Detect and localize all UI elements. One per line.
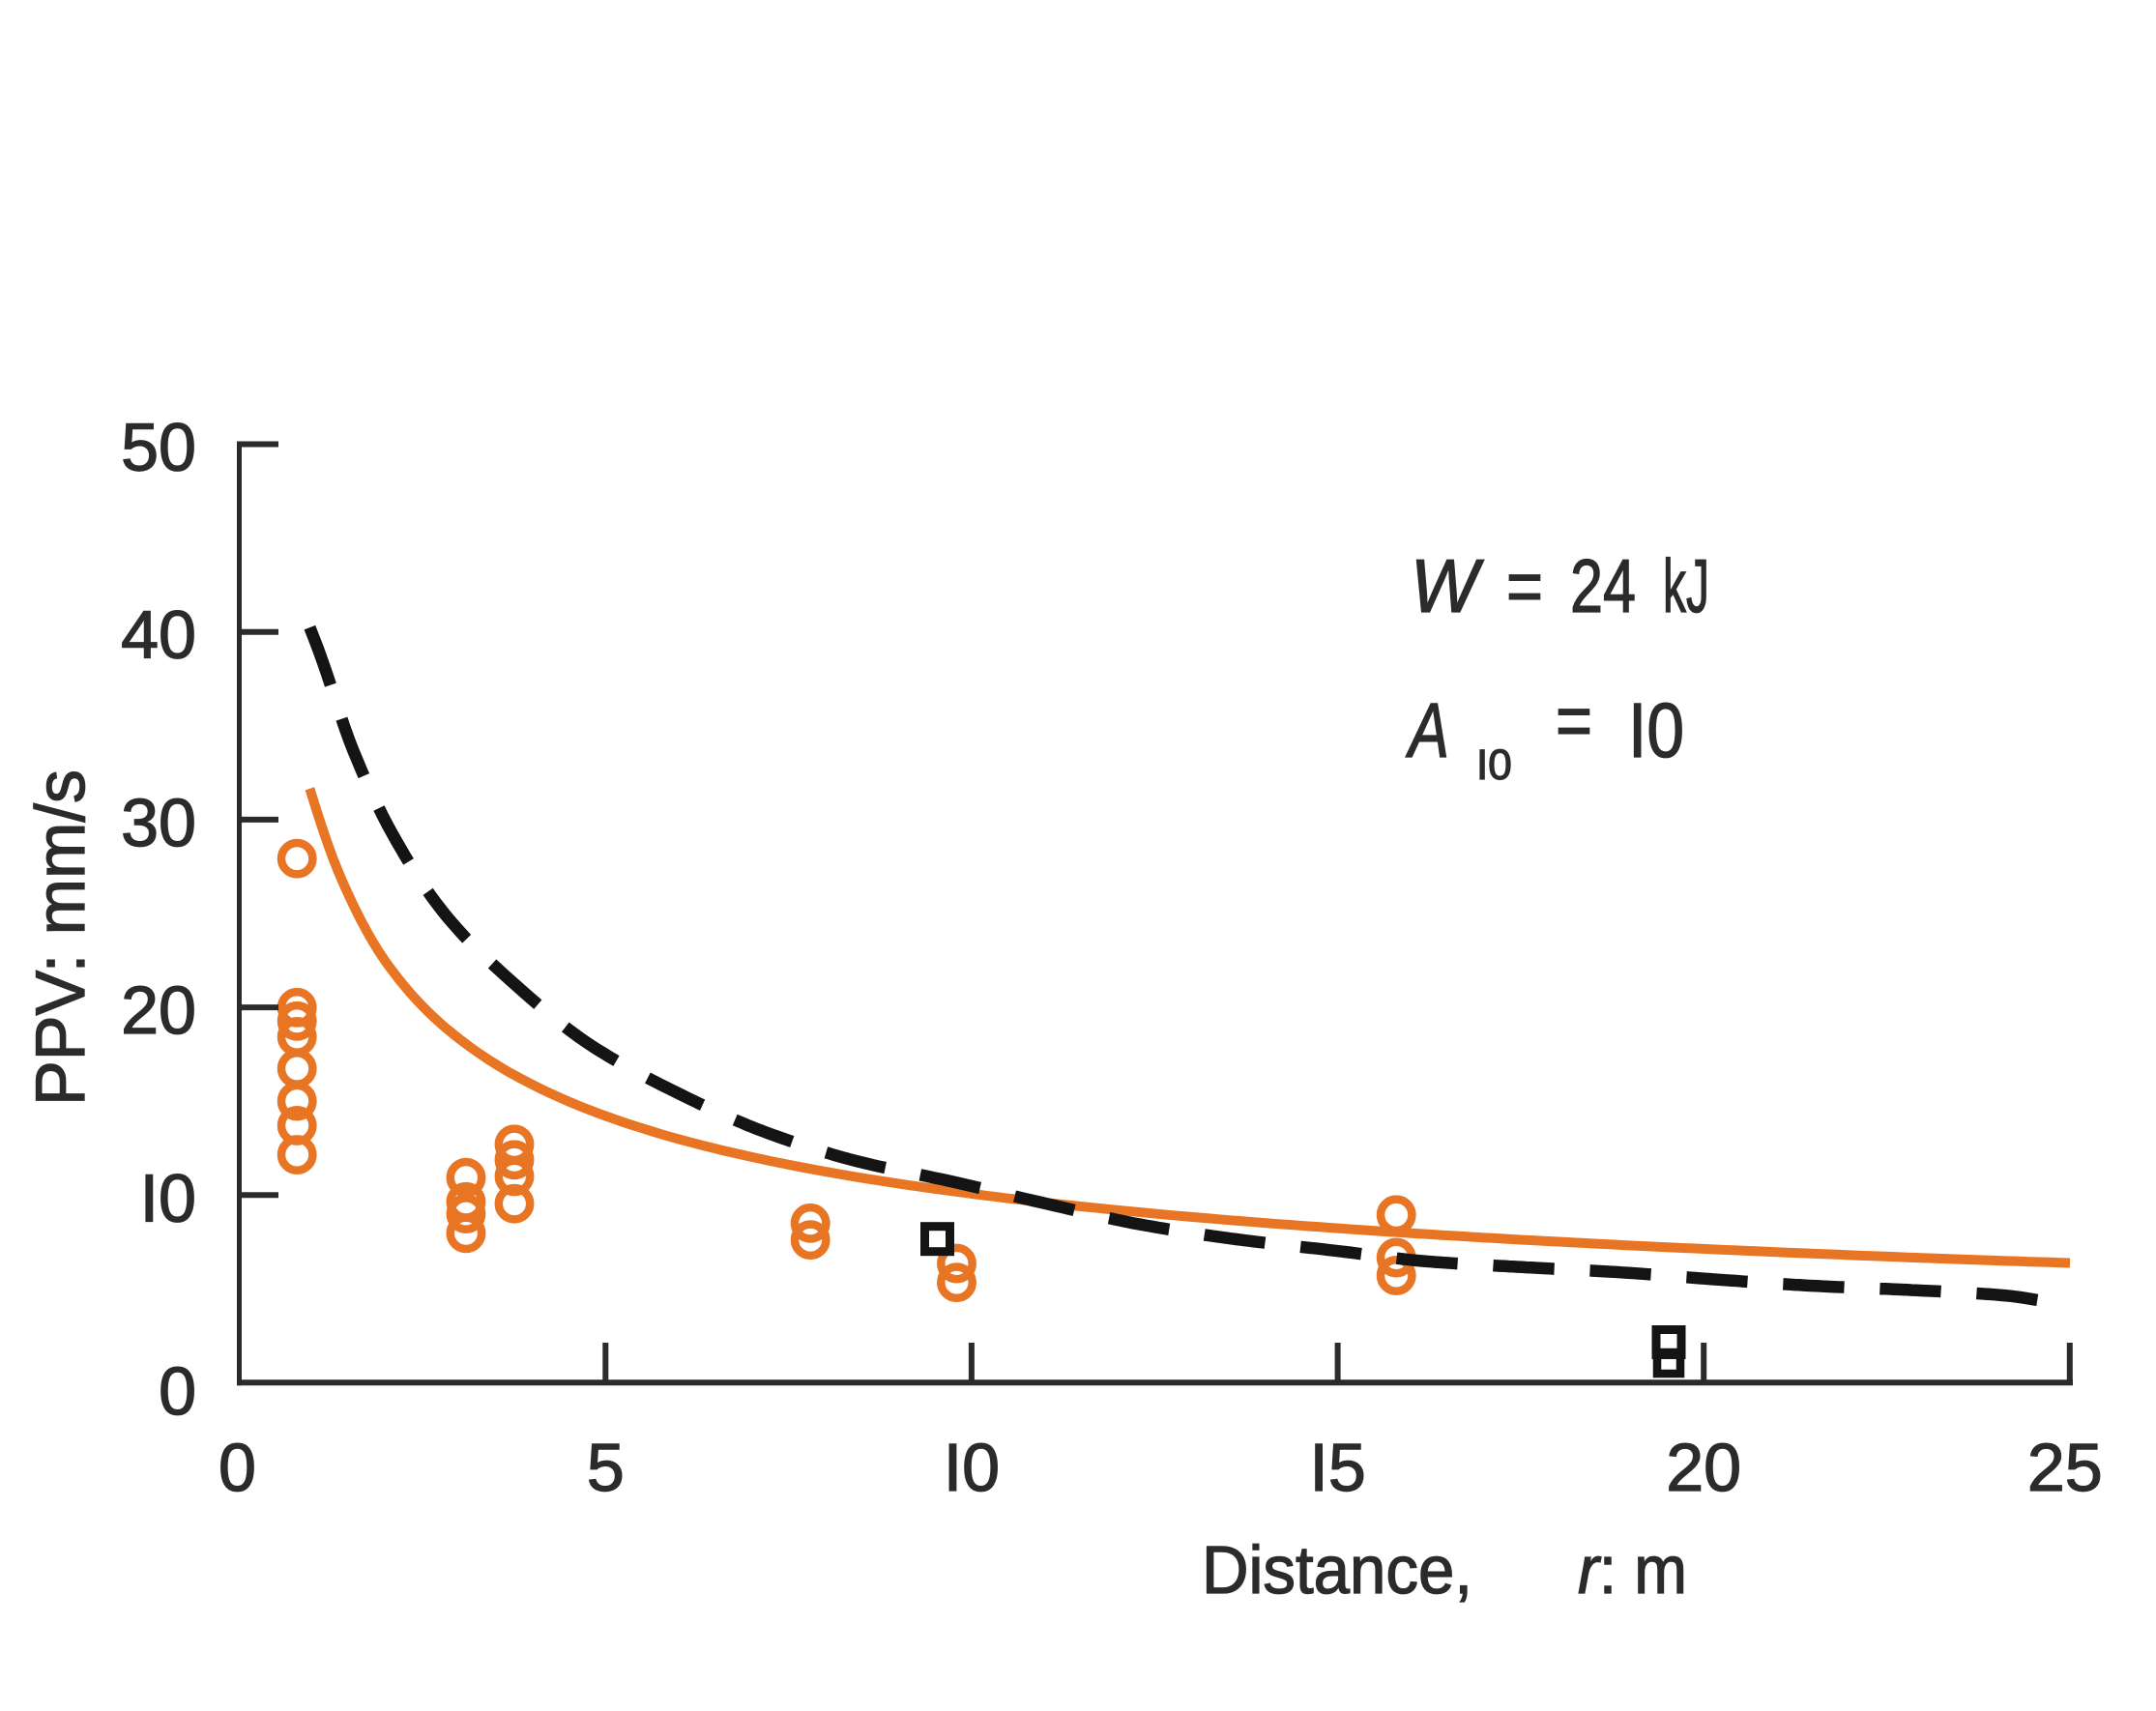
svg-text:0: 0 (159, 1353, 196, 1429)
svg-text:I0: I0 (1628, 687, 1684, 773)
svg-text:20: 20 (1666, 1430, 1741, 1505)
svg-text:=: = (1556, 678, 1592, 763)
svg-text:I5: I5 (1309, 1430, 1365, 1505)
svg-text:50: 50 (121, 410, 196, 485)
svg-text:24: 24 (1570, 543, 1636, 628)
svg-text:25: 25 (2027, 1430, 2103, 1505)
svg-text:30: 30 (121, 785, 196, 860)
svg-text:W: W (1411, 543, 1484, 628)
svg-text:I0: I0 (140, 1160, 196, 1235)
svg-text:r: m: r: m (1578, 1532, 1687, 1608)
svg-text:PPV: mm/s: PPV: mm/s (22, 769, 100, 1106)
svg-text:40: 40 (121, 597, 196, 673)
svg-text:kJ: kJ (1663, 543, 1709, 628)
svg-text:A: A (1406, 687, 1449, 773)
svg-text:=: = (1506, 543, 1543, 628)
svg-text:I0: I0 (1476, 741, 1512, 789)
svg-text:20: 20 (121, 972, 196, 1048)
svg-text:I0: I0 (944, 1430, 1000, 1505)
svg-text:Distance,: Distance, (1202, 1532, 1472, 1608)
svg-text:0: 0 (219, 1430, 256, 1505)
svg-text:5: 5 (587, 1430, 625, 1505)
